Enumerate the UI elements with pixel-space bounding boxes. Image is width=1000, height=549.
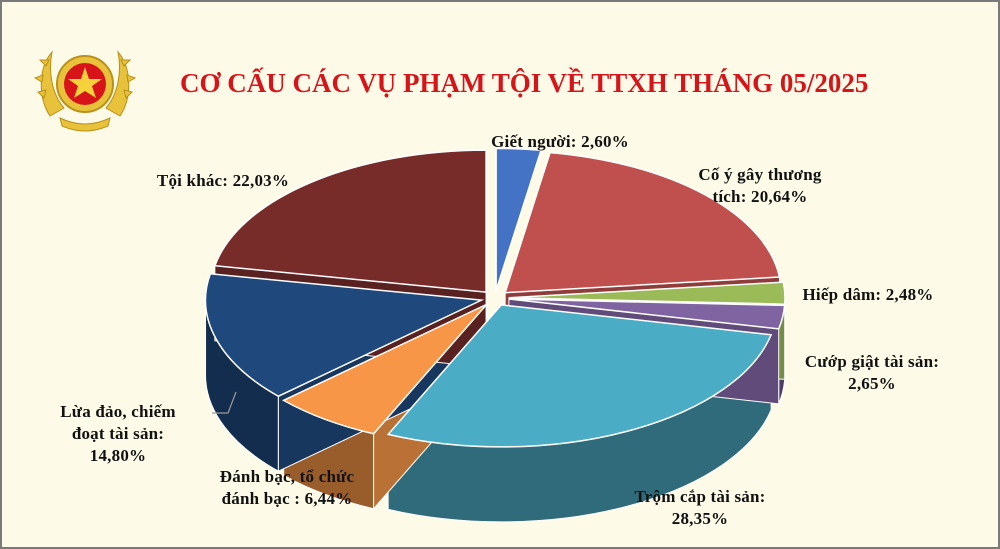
- police-emblem-icon: [33, 50, 137, 132]
- slice-label-5: Đánh bạc, tổ chức đánh bạc : 6,44%: [167, 466, 407, 510]
- leader-line: [212, 391, 237, 414]
- chart-title: CƠ CẤU CÁC VỤ PHẠM TỘI VỀ TTXH THÁNG 05/…: [180, 68, 869, 98]
- pie-slice-7: [213, 149, 487, 293]
- pie-slice-5: [282, 303, 488, 435]
- pie-slice-6: [204, 272, 485, 398]
- slice-label-line: Hiếp dâm: 2,48%: [802, 285, 934, 304]
- slice-label-line: đánh bạc : 6,44%: [221, 489, 353, 508]
- pie-slice-3: [508, 298, 786, 330]
- slice-label-6: Lừa đảo, chiếm đoạt tài sản: 14,80%: [0, 401, 238, 467]
- pie-slice-1: [504, 151, 781, 294]
- slice-label-line: 28,35%: [671, 509, 729, 528]
- slice-label-line: Cố ý gây thương: [698, 165, 822, 184]
- pie-slice-0: [495, 147, 543, 291]
- slice-label-line: Giết người: 2,60%: [491, 132, 629, 151]
- slice-label-0: Giết người: 2,60%: [440, 131, 680, 153]
- slice-label-line: tích: 20,64%: [712, 187, 808, 206]
- slice-label-3: Cướp giật tài sản: 2,65%: [752, 351, 992, 395]
- slice-label-1: Cố ý gây thương tích: 20,64%: [640, 164, 880, 208]
- slice-label-2: Hiếp dâm: 2,48%: [748, 284, 988, 306]
- slice-label-line: Lừa đảo, chiếm: [60, 402, 176, 421]
- slice-label-line: Đánh bạc, tổ chức: [219, 467, 355, 486]
- slice-label-line: 14,80%: [89, 446, 147, 465]
- slice-label-line: 2,65%: [848, 374, 896, 393]
- pie-tops: [204, 147, 786, 448]
- pie-slice-2: [508, 281, 786, 305]
- pie-slice-4: [386, 304, 773, 448]
- slice-label-line: Cướp giật tài sản:: [804, 352, 940, 371]
- slice-label-line: Trộm cắp tài sản:: [634, 487, 766, 506]
- slice-label-line: đoạt tài sản:: [71, 424, 165, 443]
- slice-label-4: Trộm cắp tài sản: 28,35%: [580, 486, 820, 530]
- slice-label-7: Tội khác: 22,03%: [103, 170, 343, 192]
- slice-label-line: Tội khác: 22,03%: [156, 171, 290, 190]
